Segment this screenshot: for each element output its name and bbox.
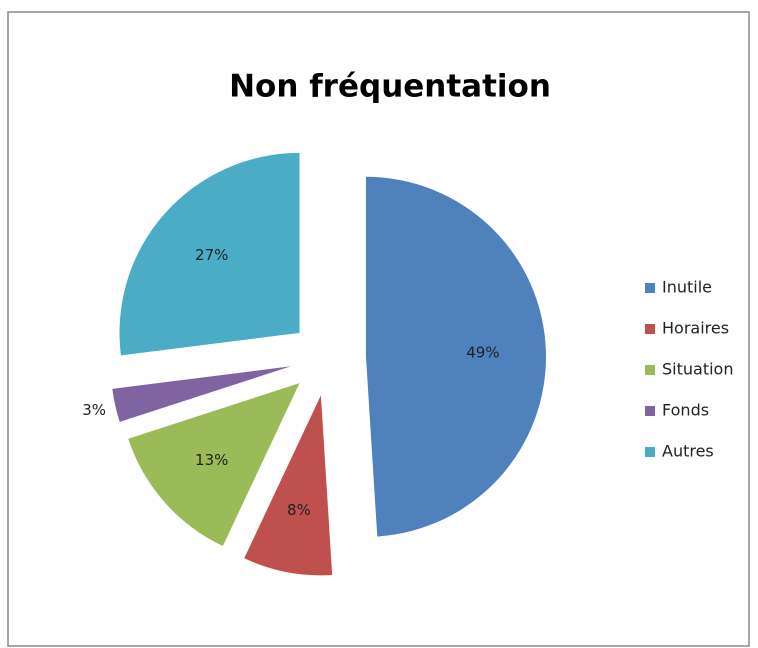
pie-slice [365, 176, 546, 537]
legend-label: Autres [662, 442, 714, 461]
pie-slice [128, 383, 300, 546]
pie-slice [112, 366, 291, 422]
data-label: 27% [195, 246, 228, 264]
legend-swatch [645, 365, 655, 375]
data-label: 8% [287, 501, 311, 519]
pie-slice [119, 152, 300, 356]
pie-slice [244, 395, 333, 576]
legend-label: Horaires [662, 319, 729, 338]
data-label: 49% [466, 344, 499, 362]
data-label: 13% [195, 451, 228, 469]
legend-swatch [645, 447, 655, 457]
chart-title: Non fréquentation [229, 69, 551, 105]
legend-label: Fonds [662, 401, 709, 420]
legend-swatch [645, 324, 655, 334]
legend-label: Situation [662, 360, 733, 379]
data-label: 3% [82, 401, 106, 419]
legend-swatch [645, 406, 655, 416]
legend-swatch [645, 283, 655, 293]
legend-label: Inutile [662, 278, 712, 297]
